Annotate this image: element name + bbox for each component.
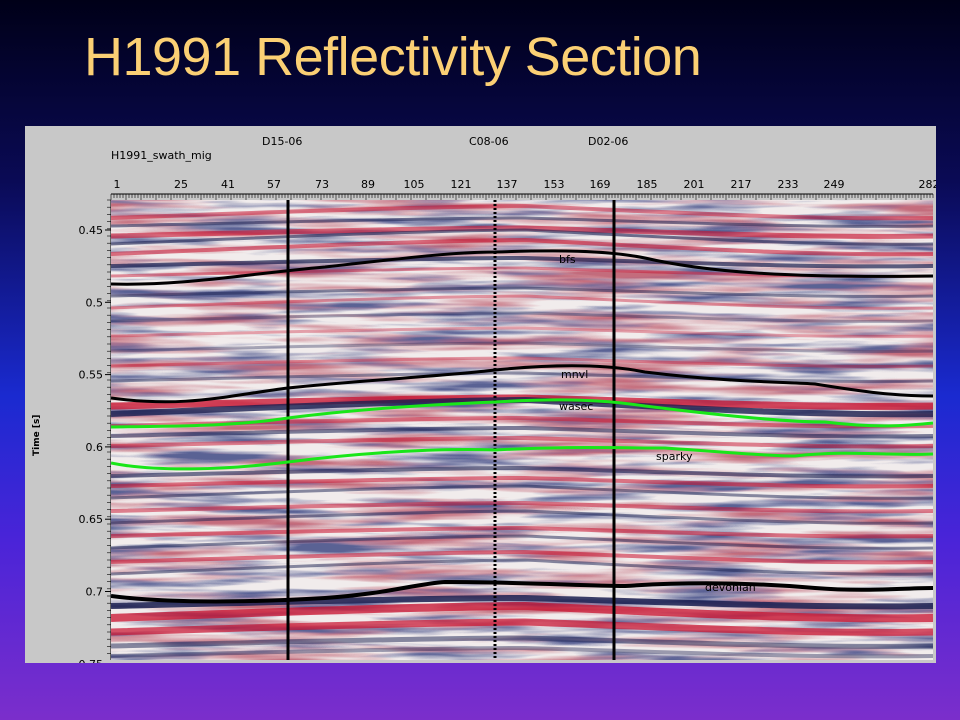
trace-tick-label: 73 [315, 178, 329, 191]
time-tick-label: 0.55 [79, 369, 104, 382]
reflectivity-band [111, 635, 933, 649]
reflectivity-band [111, 549, 933, 565]
reflectivity-band [111, 371, 933, 383]
trace-tick-label: 169 [590, 178, 611, 191]
trace-tick-label: 217 [731, 178, 752, 191]
reflectivity-band [111, 558, 933, 576]
trace-tick-label: 249 [824, 178, 845, 191]
reflectivity-band [111, 356, 933, 368]
slide-title: H1991 Reflectivity Section [84, 27, 702, 87]
seismic-section-svg: H1991_swath_mig D15-06 C08-06 D02-06 1 25… [32, 135, 937, 663]
trace-axis: 1 25 41 57 73 89 105 121 137 153 169 185 201 217 233 24… [110, 178, 937, 201]
trace-tick-label: 57 [267, 178, 281, 191]
trace-tick-label: 25 [174, 178, 188, 191]
reflectivity-band [111, 645, 933, 659]
well-label-d02-06: D02-06 [588, 135, 628, 148]
trace-tick-label: 121 [451, 178, 472, 191]
horizon-label-wasec: wasec [559, 400, 593, 413]
trace-tick-label: 41 [221, 178, 235, 191]
horizon-sparky [111, 446, 933, 471]
horizon-label-mnvl: mnvl [561, 368, 588, 381]
reflectivity-band [111, 465, 933, 479]
reflectivity-band [111, 484, 933, 500]
trace-tick-label: 201 [684, 178, 705, 191]
time-axis: 0.45 0.5 0.55 0.6 0.65 0.7 0.75 [79, 199, 112, 663]
reflectivity-band [111, 311, 933, 323]
reflectivity-band [111, 228, 933, 246]
reflectivity-band [111, 509, 933, 525]
reflectivity-band [111, 294, 933, 310]
trace-tick-label: 1 [114, 178, 121, 191]
reflectivity-band [111, 286, 933, 298]
reflectivity-band [111, 225, 933, 239]
reflectivity-band [111, 237, 933, 257]
reflectivity-band [111, 326, 933, 338]
time-tick-label: 0.7 [86, 586, 104, 599]
reflectivity-band [111, 525, 933, 539]
time-tick-label: 0.5 [86, 296, 104, 309]
seismic-image: bfs mnvl wasec sparky devonian [111, 200, 933, 660]
reflectivity-band [111, 534, 933, 550]
reflectivity-band [111, 435, 933, 449]
reflectivity-band [111, 341, 933, 353]
trace-tick-label: 153 [544, 178, 565, 191]
reflectivity-band [111, 500, 933, 514]
horizon-wasec [111, 398, 933, 429]
reflectivity-band [111, 475, 933, 489]
time-tick-label: 0.65 [79, 513, 104, 526]
horizon-label-bfs: bfs [559, 253, 576, 266]
trace-tick-label: 185 [637, 178, 658, 191]
trace-tick-label: 89 [361, 178, 375, 191]
trace-tick-label: 137 [497, 178, 518, 191]
well-label-d15-06: D15-06 [262, 135, 302, 148]
reflectivity-band [111, 618, 933, 636]
time-tick-label: 0.6 [86, 441, 104, 454]
well-label-c08-06: C08-06 [469, 135, 509, 148]
horizon-devonian [111, 579, 933, 604]
trace-tick-label: 282 [919, 178, 937, 191]
reflectivity-band [111, 255, 933, 269]
reflectivity-band [111, 203, 933, 221]
reflectivity-band [111, 425, 933, 439]
reflectivity-band [111, 601, 933, 623]
time-tick-label: 0.75 [79, 658, 104, 663]
horizon-bfs [111, 249, 933, 286]
trace-tick-label: 233 [778, 178, 799, 191]
horizon-label-sparky: sparky [656, 450, 693, 463]
section-name: H1991_swath_mig [111, 149, 212, 162]
trace-tick-label: 105 [404, 178, 425, 191]
horizon-label-devonian: devonian [705, 581, 756, 594]
time-tick-label: 0.45 [79, 224, 104, 237]
reflectivity-band [111, 216, 933, 228]
seismic-panel: H1991_swath_mig D15-06 C08-06 D02-06 1 25… [25, 126, 936, 663]
time-axis-label: Time [s] [32, 415, 42, 456]
horizon-mnvl [111, 364, 933, 404]
